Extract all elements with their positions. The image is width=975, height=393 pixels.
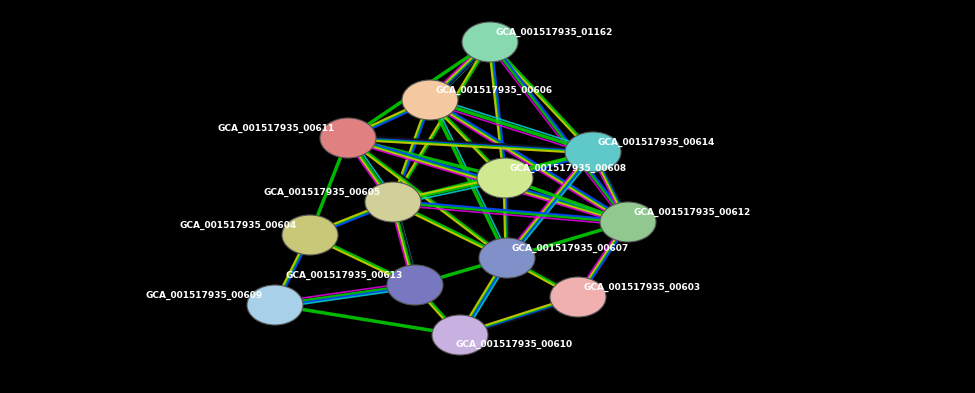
Ellipse shape (600, 202, 656, 242)
Ellipse shape (550, 277, 606, 317)
Text: GCA_001517935_00610: GCA_001517935_00610 (455, 340, 572, 349)
Ellipse shape (432, 315, 488, 355)
Ellipse shape (282, 215, 338, 255)
Ellipse shape (462, 22, 518, 62)
Ellipse shape (320, 118, 376, 158)
Text: GCA_001517935_00614: GCA_001517935_00614 (598, 138, 716, 147)
Ellipse shape (247, 285, 303, 325)
Text: GCA_001517935_01162: GCA_001517935_01162 (495, 28, 612, 37)
Text: GCA_001517935_00605: GCA_001517935_00605 (263, 188, 380, 197)
Ellipse shape (565, 132, 621, 172)
Ellipse shape (365, 182, 421, 222)
Ellipse shape (479, 238, 535, 278)
Text: GCA_001517935_00604: GCA_001517935_00604 (180, 221, 297, 230)
Text: GCA_001517935_00611: GCA_001517935_00611 (218, 124, 335, 133)
Text: GCA_001517935_00609: GCA_001517935_00609 (145, 291, 262, 300)
Ellipse shape (402, 80, 458, 120)
Text: GCA_001517935_00608: GCA_001517935_00608 (510, 164, 627, 173)
Ellipse shape (477, 158, 533, 198)
Text: GCA_001517935_00613: GCA_001517935_00613 (285, 271, 403, 280)
Text: GCA_001517935_00606: GCA_001517935_00606 (435, 86, 552, 95)
Text: GCA_001517935_00603: GCA_001517935_00603 (583, 283, 700, 292)
Text: GCA_001517935_00607: GCA_001517935_00607 (512, 244, 629, 253)
Text: GCA_001517935_00612: GCA_001517935_00612 (633, 208, 750, 217)
Ellipse shape (387, 265, 443, 305)
